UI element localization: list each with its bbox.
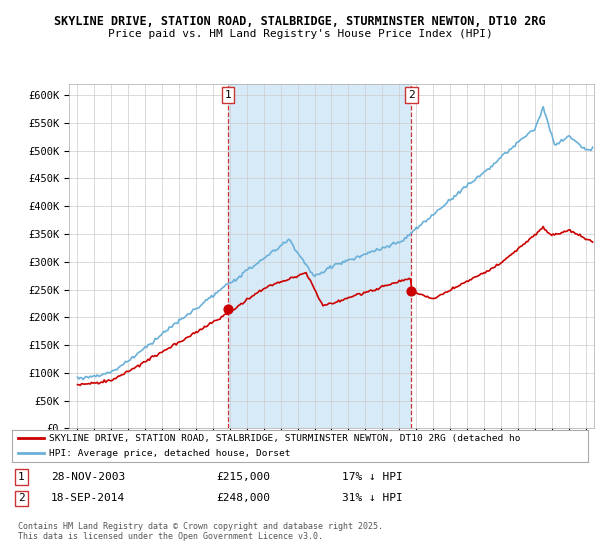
Point (407, 286, 416, 295)
Text: SKYLINE DRIVE, STATION ROAD, STALBRIDGE, STURMINSTER NEWTON, DT10 2RG: SKYLINE DRIVE, STATION ROAD, STALBRIDGE,… (54, 15, 546, 28)
Text: 17% ↓ HPI: 17% ↓ HPI (342, 472, 403, 482)
Text: 31% ↓ HPI: 31% ↓ HPI (342, 493, 403, 503)
Text: 18-SEP-2014: 18-SEP-2014 (51, 493, 125, 503)
Text: 1: 1 (225, 90, 232, 100)
Text: 2: 2 (408, 90, 415, 100)
Text: Price paid vs. HM Land Registry's House Price Index (HPI): Price paid vs. HM Land Registry's House … (107, 29, 493, 39)
Text: £248,000: £248,000 (216, 493, 270, 503)
Text: Contains HM Land Registry data © Crown copyright and database right 2025.
This d: Contains HM Land Registry data © Crown c… (18, 522, 383, 542)
Text: £215,000: £215,000 (216, 472, 270, 482)
Point (223, 305, 233, 314)
Text: 2: 2 (18, 493, 25, 503)
Bar (228, 84, 412, 428)
Text: 1: 1 (18, 472, 25, 482)
Text: SKYLINE DRIVE, STATION ROAD, STALBRIDGE, STURMINSTER NEWTON, DT10 2RG (detached : SKYLINE DRIVE, STATION ROAD, STALBRIDGE,… (49, 434, 521, 443)
Text: 28-NOV-2003: 28-NOV-2003 (51, 472, 125, 482)
Text: HPI: Average price, detached house, Dorset: HPI: Average price, detached house, Dors… (49, 449, 291, 458)
